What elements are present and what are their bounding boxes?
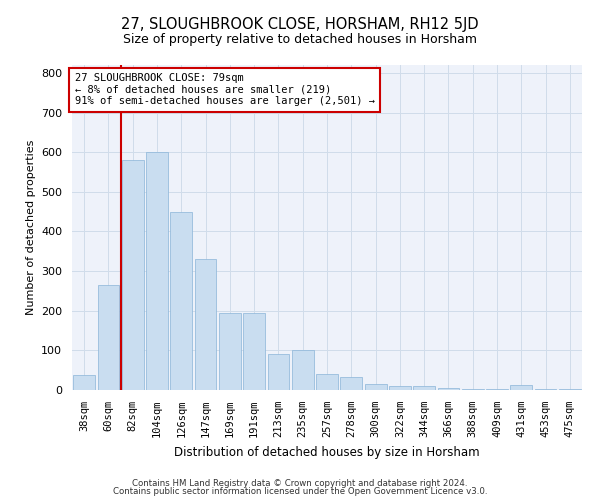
Bar bbox=[559, 389, 581, 390]
Text: Size of property relative to detached houses in Horsham: Size of property relative to detached ho… bbox=[123, 32, 477, 46]
Bar bbox=[73, 375, 95, 390]
Y-axis label: Number of detached properties: Number of detached properties bbox=[26, 140, 35, 315]
Bar bbox=[146, 152, 168, 390]
Bar bbox=[486, 389, 508, 390]
Bar bbox=[340, 377, 362, 390]
Bar bbox=[389, 386, 411, 390]
Bar bbox=[268, 354, 289, 390]
Bar bbox=[462, 389, 484, 390]
Bar bbox=[97, 285, 119, 390]
Bar bbox=[413, 386, 435, 390]
Bar bbox=[365, 384, 386, 390]
Bar bbox=[243, 312, 265, 390]
X-axis label: Distribution of detached houses by size in Horsham: Distribution of detached houses by size … bbox=[174, 446, 480, 458]
Text: 27 SLOUGHBROOK CLOSE: 79sqm
← 8% of detached houses are smaller (219)
91% of sem: 27 SLOUGHBROOK CLOSE: 79sqm ← 8% of deta… bbox=[74, 73, 374, 106]
Text: Contains public sector information licensed under the Open Government Licence v3: Contains public sector information licen… bbox=[113, 487, 487, 496]
Text: Contains HM Land Registry data © Crown copyright and database right 2024.: Contains HM Land Registry data © Crown c… bbox=[132, 478, 468, 488]
Bar bbox=[437, 388, 460, 390]
Text: 27, SLOUGHBROOK CLOSE, HORSHAM, RH12 5JD: 27, SLOUGHBROOK CLOSE, HORSHAM, RH12 5JD bbox=[121, 18, 479, 32]
Bar bbox=[535, 389, 556, 390]
Bar bbox=[219, 312, 241, 390]
Bar bbox=[194, 259, 217, 390]
Bar bbox=[122, 160, 143, 390]
Bar bbox=[292, 350, 314, 390]
Bar bbox=[316, 374, 338, 390]
Bar bbox=[170, 212, 192, 390]
Bar bbox=[511, 385, 532, 390]
